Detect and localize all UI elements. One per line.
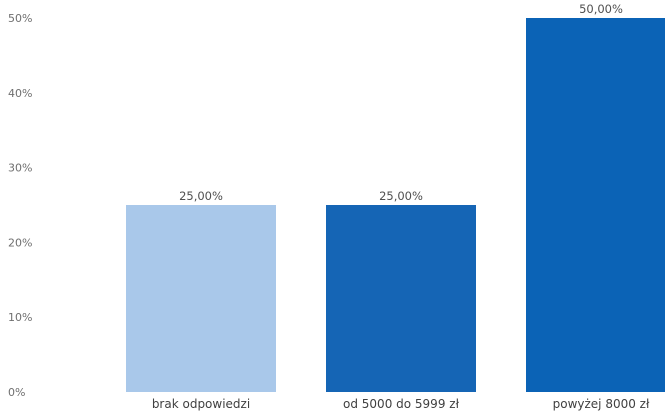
bar-3 (526, 18, 665, 392)
category-label: brak odpowiedzi (152, 397, 250, 411)
data-label: 50,00% (579, 2, 623, 16)
y-tick-label: 20% (8, 236, 32, 249)
data-label: 25,00% (179, 189, 223, 203)
category-label: od 5000 do 5999 zł (343, 397, 460, 411)
y-tick-label: 0% (8, 386, 25, 399)
y-tick-label: 10% (8, 311, 32, 324)
bar-2 (326, 205, 476, 392)
category-label: powyżej 8000 zł (553, 397, 650, 411)
y-tick-label: 50% (8, 12, 32, 25)
y-tick-label: 40% (8, 87, 32, 100)
y-tick-label: 30% (8, 162, 32, 175)
bar-1 (126, 205, 276, 392)
data-label: 25,00% (379, 189, 423, 203)
